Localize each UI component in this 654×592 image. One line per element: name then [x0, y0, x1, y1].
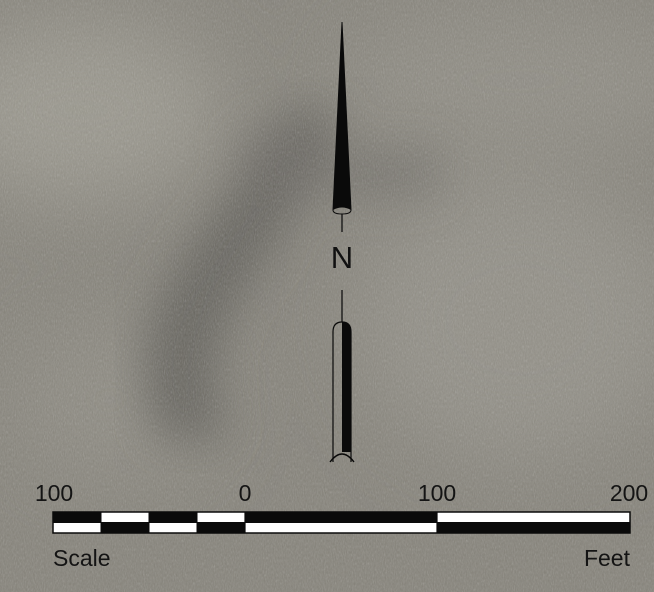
north-arrow-lower-blade-fill	[342, 322, 351, 452]
scale-tick-label-left: 100	[34, 480, 74, 506]
scale-label: Scale	[53, 545, 111, 571]
scale-tick-label-zero: 0	[238, 480, 252, 506]
scale-segment-5	[245, 512, 437, 523]
scale-bar	[52, 511, 631, 534]
scale-tick-label-mid: 100	[417, 480, 457, 506]
scale-segment-3	[149, 512, 197, 523]
north-arrow-label: N	[330, 240, 354, 275]
scale-segment-6	[437, 522, 630, 533]
north-arrow-lower-cap	[329, 453, 355, 463]
north-arrow	[329, 21, 355, 463]
units-label: Feet	[583, 545, 630, 571]
scale-tick-label-right: 200	[609, 480, 649, 506]
scale-segment-1	[53, 512, 101, 523]
north-arrow-upper-blade	[333, 22, 351, 210]
scale-segment-2	[101, 522, 149, 533]
scale-segment-4	[197, 522, 245, 533]
